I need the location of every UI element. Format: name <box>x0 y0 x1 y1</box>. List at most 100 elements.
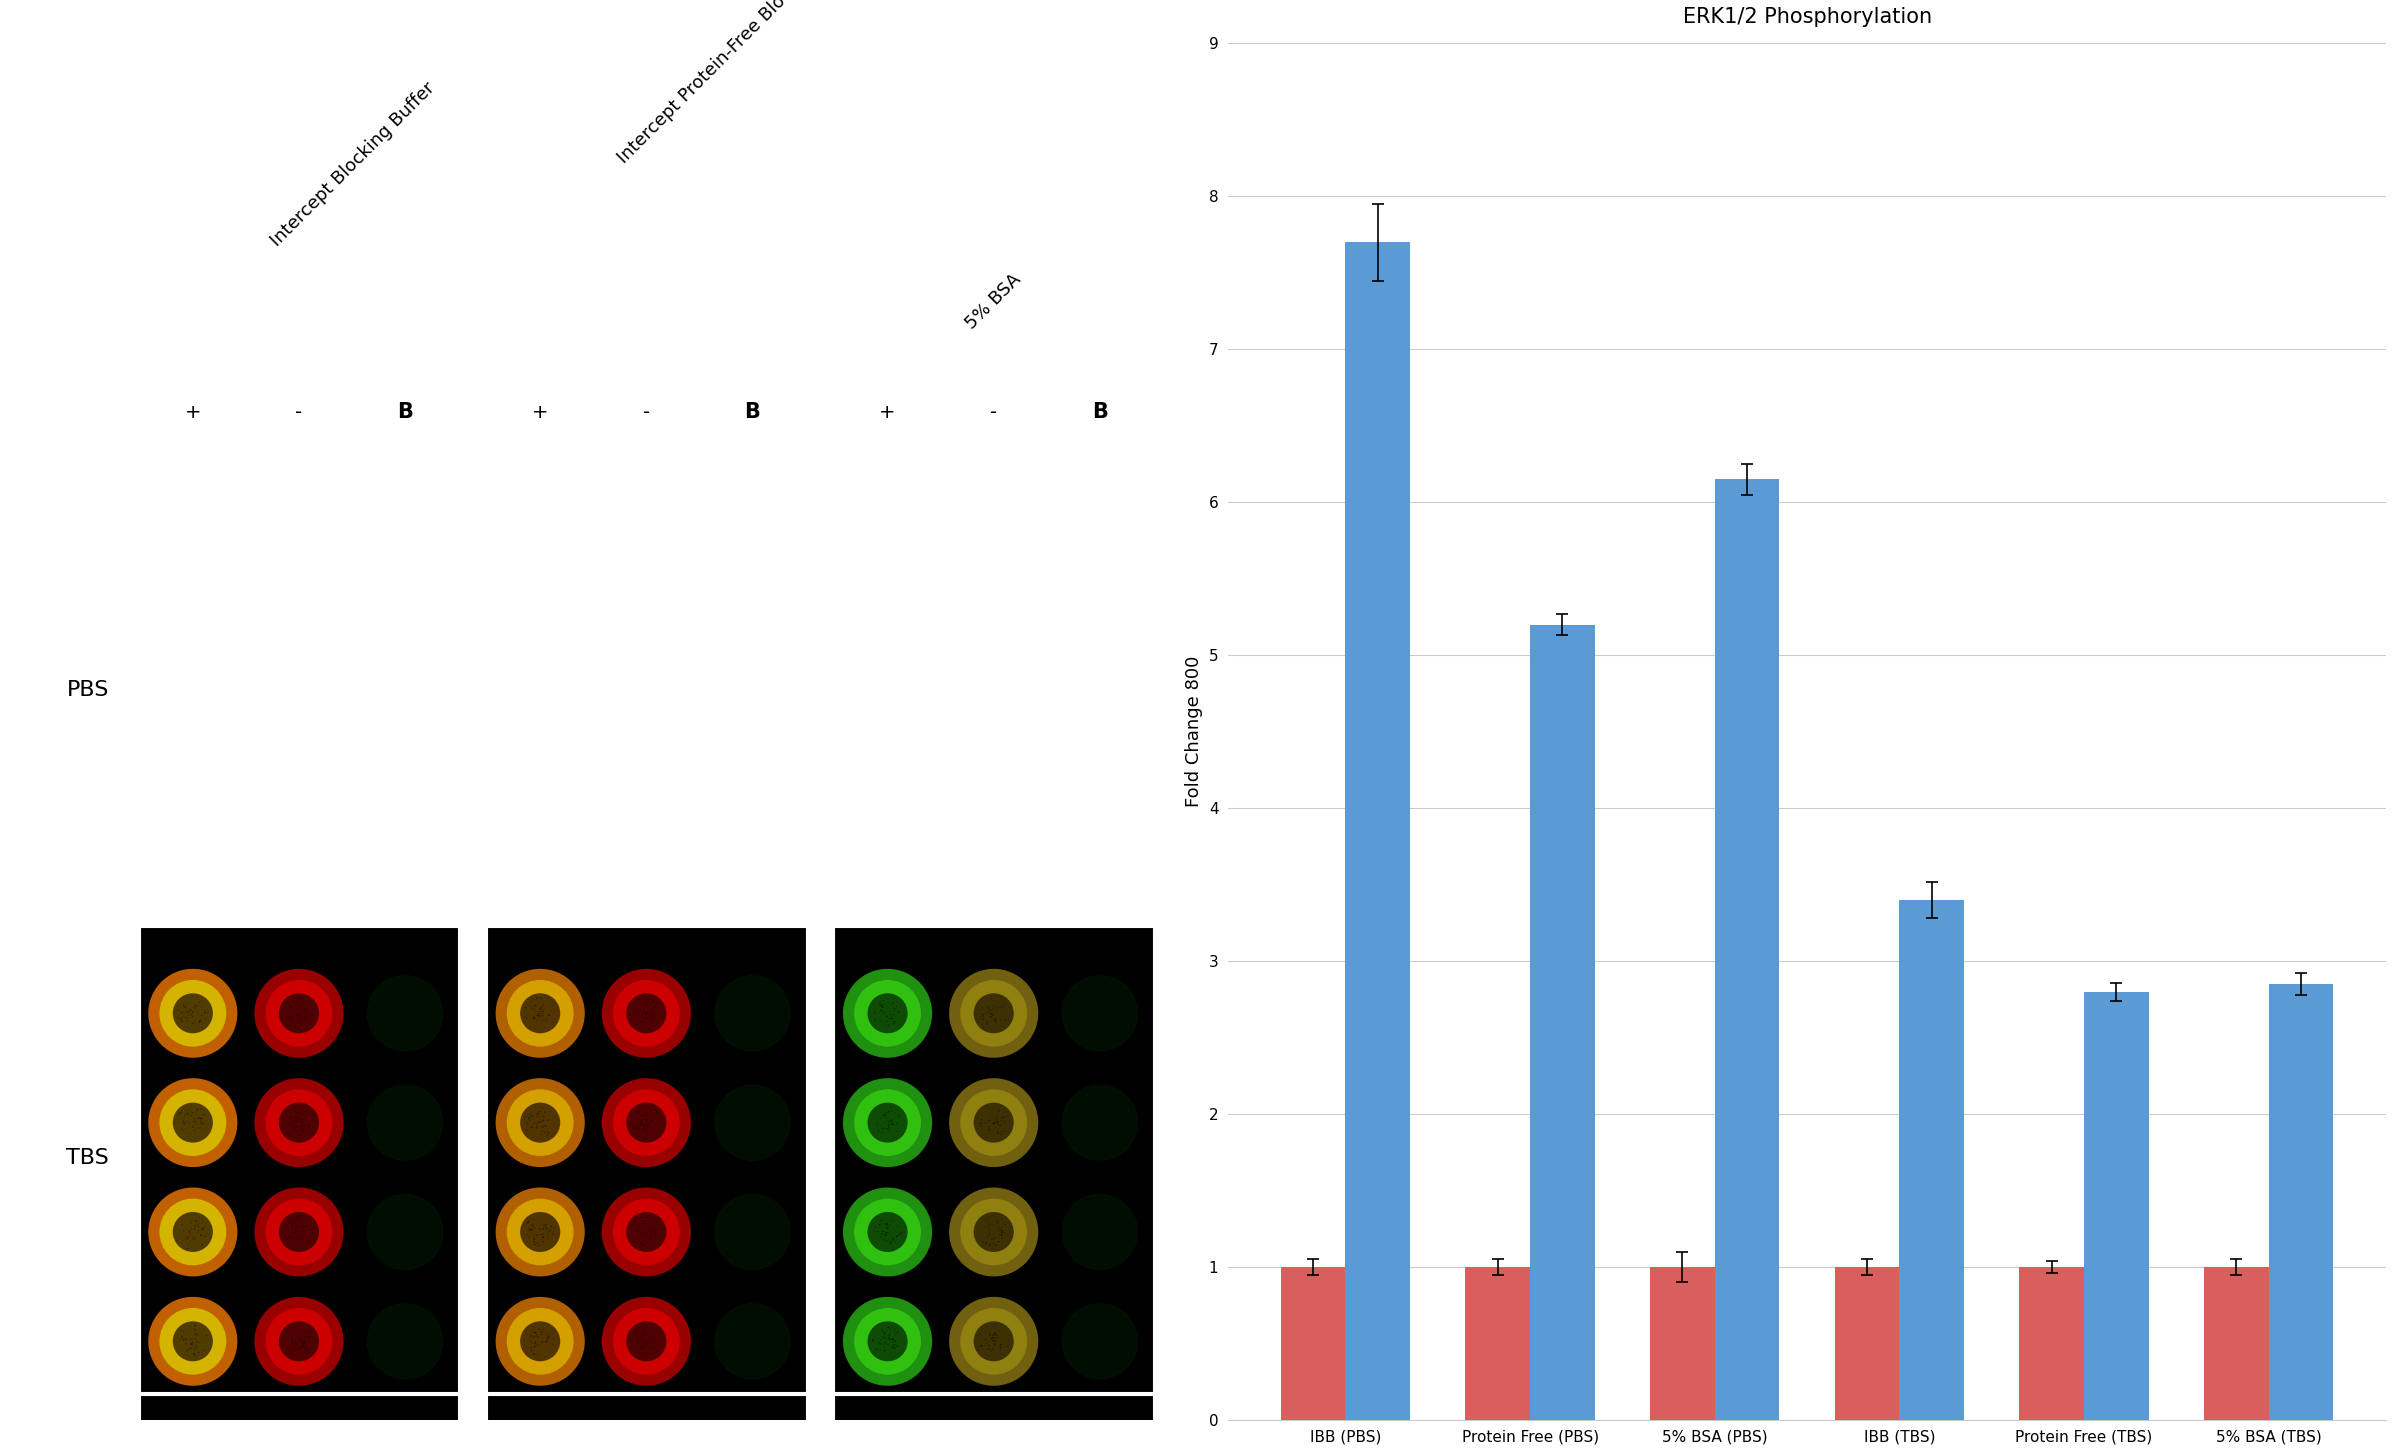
Ellipse shape <box>974 993 1014 1033</box>
Ellipse shape <box>254 1297 343 1385</box>
Ellipse shape <box>974 1103 1014 1143</box>
Ellipse shape <box>278 1211 319 1252</box>
Bar <box>2204 1266 2269 1420</box>
Ellipse shape <box>149 1297 237 1385</box>
Text: B: B <box>743 401 760 422</box>
Ellipse shape <box>1062 1443 1137 1449</box>
Ellipse shape <box>950 1297 1038 1385</box>
Bar <box>487 1395 806 1449</box>
Ellipse shape <box>520 1321 561 1361</box>
Ellipse shape <box>844 969 933 1058</box>
Ellipse shape <box>602 1297 691 1385</box>
Ellipse shape <box>868 1103 906 1143</box>
Ellipse shape <box>844 1078 933 1166</box>
Bar <box>487 927 806 1392</box>
Ellipse shape <box>278 993 319 1033</box>
Ellipse shape <box>506 1090 573 1156</box>
Ellipse shape <box>715 1443 791 1449</box>
Ellipse shape <box>158 1198 225 1265</box>
Ellipse shape <box>854 1198 921 1265</box>
Ellipse shape <box>715 1194 791 1269</box>
Ellipse shape <box>173 993 213 1033</box>
Bar <box>1345 242 1410 1420</box>
Text: Intercept Blocking Buffer: Intercept Blocking Buffer <box>266 78 439 251</box>
Ellipse shape <box>254 1078 343 1166</box>
Text: +: + <box>185 403 201 422</box>
Ellipse shape <box>715 1304 791 1379</box>
Ellipse shape <box>496 969 585 1058</box>
Ellipse shape <box>974 1321 1014 1361</box>
Ellipse shape <box>520 1103 561 1143</box>
Ellipse shape <box>266 1090 333 1156</box>
Text: +: + <box>532 403 549 422</box>
Ellipse shape <box>158 1090 225 1156</box>
Ellipse shape <box>715 975 791 1051</box>
Ellipse shape <box>614 980 679 1046</box>
Ellipse shape <box>149 1078 237 1166</box>
Ellipse shape <box>367 1085 444 1161</box>
Ellipse shape <box>367 1194 444 1269</box>
Ellipse shape <box>173 1211 213 1252</box>
Ellipse shape <box>614 1198 679 1265</box>
Ellipse shape <box>367 1304 444 1379</box>
Ellipse shape <box>974 1211 1014 1252</box>
Ellipse shape <box>1062 1304 1137 1379</box>
Ellipse shape <box>158 1308 225 1375</box>
Ellipse shape <box>278 1103 319 1143</box>
Ellipse shape <box>149 969 237 1058</box>
Bar <box>139 1395 458 1449</box>
Ellipse shape <box>950 1188 1038 1277</box>
Text: 5% BSA: 5% BSA <box>962 270 1024 332</box>
Ellipse shape <box>506 1308 573 1375</box>
Bar <box>2269 984 2333 1420</box>
Ellipse shape <box>854 980 921 1046</box>
Ellipse shape <box>367 1443 444 1449</box>
Ellipse shape <box>602 1188 691 1277</box>
Text: -: - <box>990 403 998 422</box>
Ellipse shape <box>496 1078 585 1166</box>
Ellipse shape <box>1062 975 1137 1051</box>
Ellipse shape <box>278 1321 319 1361</box>
Ellipse shape <box>1062 1085 1137 1161</box>
Bar <box>1281 1266 1345 1420</box>
Ellipse shape <box>149 1437 237 1449</box>
Text: B: B <box>1091 401 1108 422</box>
Ellipse shape <box>506 980 573 1046</box>
Ellipse shape <box>614 1308 679 1375</box>
Bar <box>1715 480 1779 1420</box>
Text: -: - <box>643 403 650 422</box>
Ellipse shape <box>715 1085 791 1161</box>
Ellipse shape <box>254 1437 343 1449</box>
Ellipse shape <box>950 1078 1038 1166</box>
Ellipse shape <box>496 1297 585 1385</box>
Text: Intercept Protein-Free Blocking Buffer: Intercept Protein-Free Blocking Buffer <box>614 0 866 168</box>
Ellipse shape <box>959 980 1026 1046</box>
Ellipse shape <box>844 1437 933 1449</box>
Ellipse shape <box>626 1103 667 1143</box>
Ellipse shape <box>506 1198 573 1265</box>
Ellipse shape <box>149 1188 237 1277</box>
Text: +: + <box>880 403 897 422</box>
Ellipse shape <box>868 993 906 1033</box>
Bar <box>835 1395 1153 1449</box>
Bar <box>835 927 1153 1392</box>
Ellipse shape <box>158 980 225 1046</box>
Ellipse shape <box>496 1188 585 1277</box>
Ellipse shape <box>626 1211 667 1252</box>
Ellipse shape <box>254 969 343 1058</box>
Ellipse shape <box>173 1321 213 1361</box>
Ellipse shape <box>266 1308 333 1375</box>
Bar <box>139 927 458 1392</box>
Ellipse shape <box>266 980 333 1046</box>
Ellipse shape <box>626 1321 667 1361</box>
Ellipse shape <box>367 975 444 1051</box>
Ellipse shape <box>520 1211 561 1252</box>
Bar <box>2019 1266 2084 1420</box>
Ellipse shape <box>959 1198 1026 1265</box>
Ellipse shape <box>254 1188 343 1277</box>
Ellipse shape <box>602 1078 691 1166</box>
Y-axis label: Fold Change 800: Fold Change 800 <box>1185 656 1204 807</box>
Text: B: B <box>398 401 412 422</box>
Bar <box>1530 625 1595 1420</box>
Ellipse shape <box>844 1188 933 1277</box>
